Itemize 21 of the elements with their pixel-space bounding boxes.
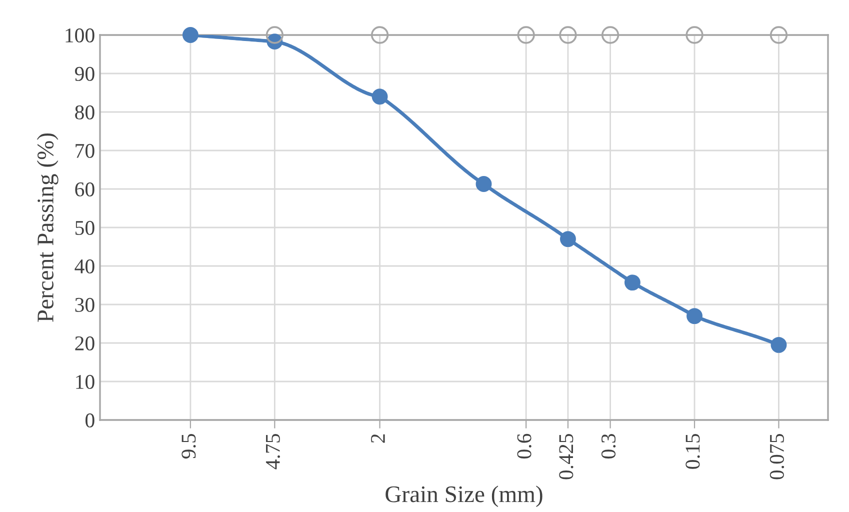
x-tick-label: 0.425: [559, 434, 574, 480]
y-tick-label: 60: [75, 182, 94, 196]
x-tick-label: 0.6: [517, 434, 532, 458]
x-tick-label: 0.075: [770, 434, 784, 480]
y-tick-label: 40: [74, 259, 94, 274]
x-tick-label: 9.5: [182, 434, 196, 459]
y-tick-label: 80: [75, 105, 94, 120]
y-tick-label: 70: [76, 144, 94, 158]
x-tick-label: 0.3: [601, 434, 616, 458]
y-tick-label: 90: [74, 66, 94, 81]
y-axis-title: Percent Passing (%): [36, 133, 58, 322]
x-tick-label: 0.15: [686, 434, 700, 469]
x-tick-label: 4.75: [266, 434, 280, 470]
y-tick-label: 10: [76, 374, 94, 389]
y-tick-label: 0: [86, 413, 94, 428]
x-tick-label: 2: [370, 434, 385, 443]
y-tick-label: 50: [76, 220, 94, 235]
y-tick-label: 20: [75, 336, 94, 350]
y-tick-label: 30: [75, 298, 94, 312]
x-axis-title: Grain Size (mm): [386, 486, 542, 508]
y-tick-label: 100: [66, 28, 94, 42]
